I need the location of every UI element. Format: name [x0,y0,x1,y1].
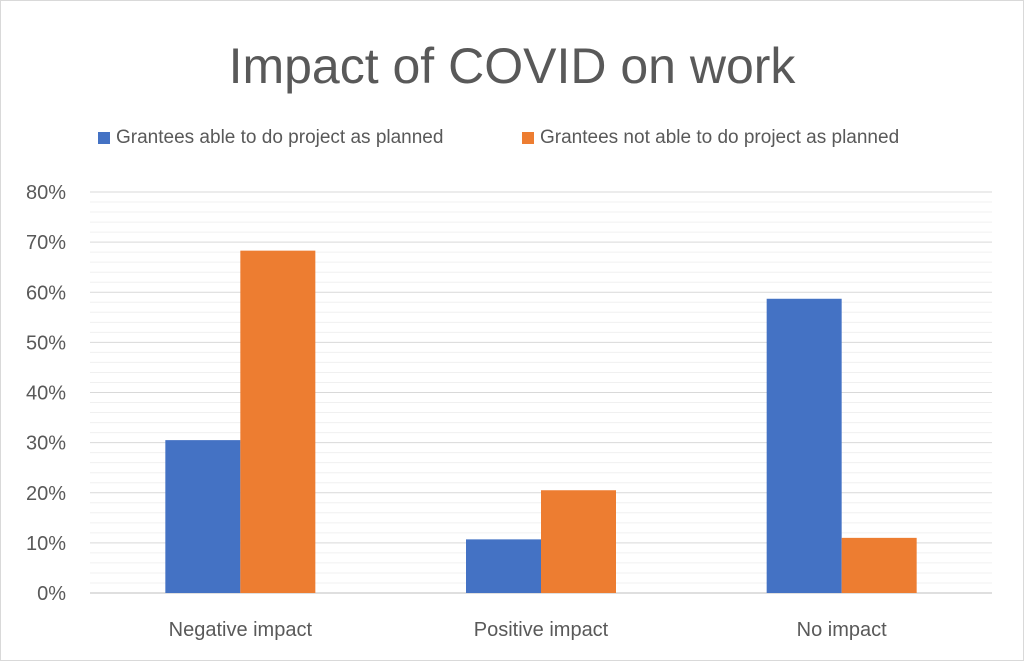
chart-title: Impact of COVID on work [228,38,796,94]
legend-swatch-series-2 [522,132,534,144]
y-tick-label: 40% [26,383,66,405]
bar-1-3 [766,298,842,593]
y-tick-label: 80% [26,182,66,204]
legend-item-series-1: Grantees able to do project as planned [98,126,443,150]
y-tick-label: 60% [26,282,66,304]
y-tick-label: 30% [26,433,66,455]
y-tick-label: 10% [26,533,66,555]
bar-2-2 [541,490,616,593]
bar-1-1 [165,440,241,593]
x-category-label: Positive impact [474,619,609,641]
legend: Grantees able to do project as planned G… [0,126,1024,150]
legend-label-series-1: Grantees able to do project as planned [116,127,444,148]
bar-2-1 [240,250,316,594]
y-tick-label: 0% [37,583,66,605]
bar-1-2 [466,539,541,593]
x-category-label: Negative impact [169,619,313,641]
y-tick-label: 20% [26,483,66,505]
legend-swatch-series-1 [98,132,110,144]
bar-2-3 [841,537,917,593]
legend-label-series-2: Grantees not able to do project as plann… [540,127,900,148]
legend-item-series-2: Grantees not able to do project as plann… [522,126,899,150]
y-tick-label: 50% [26,332,66,354]
x-category-label: No impact [797,619,887,641]
y-tick-label: 70% [26,232,66,254]
